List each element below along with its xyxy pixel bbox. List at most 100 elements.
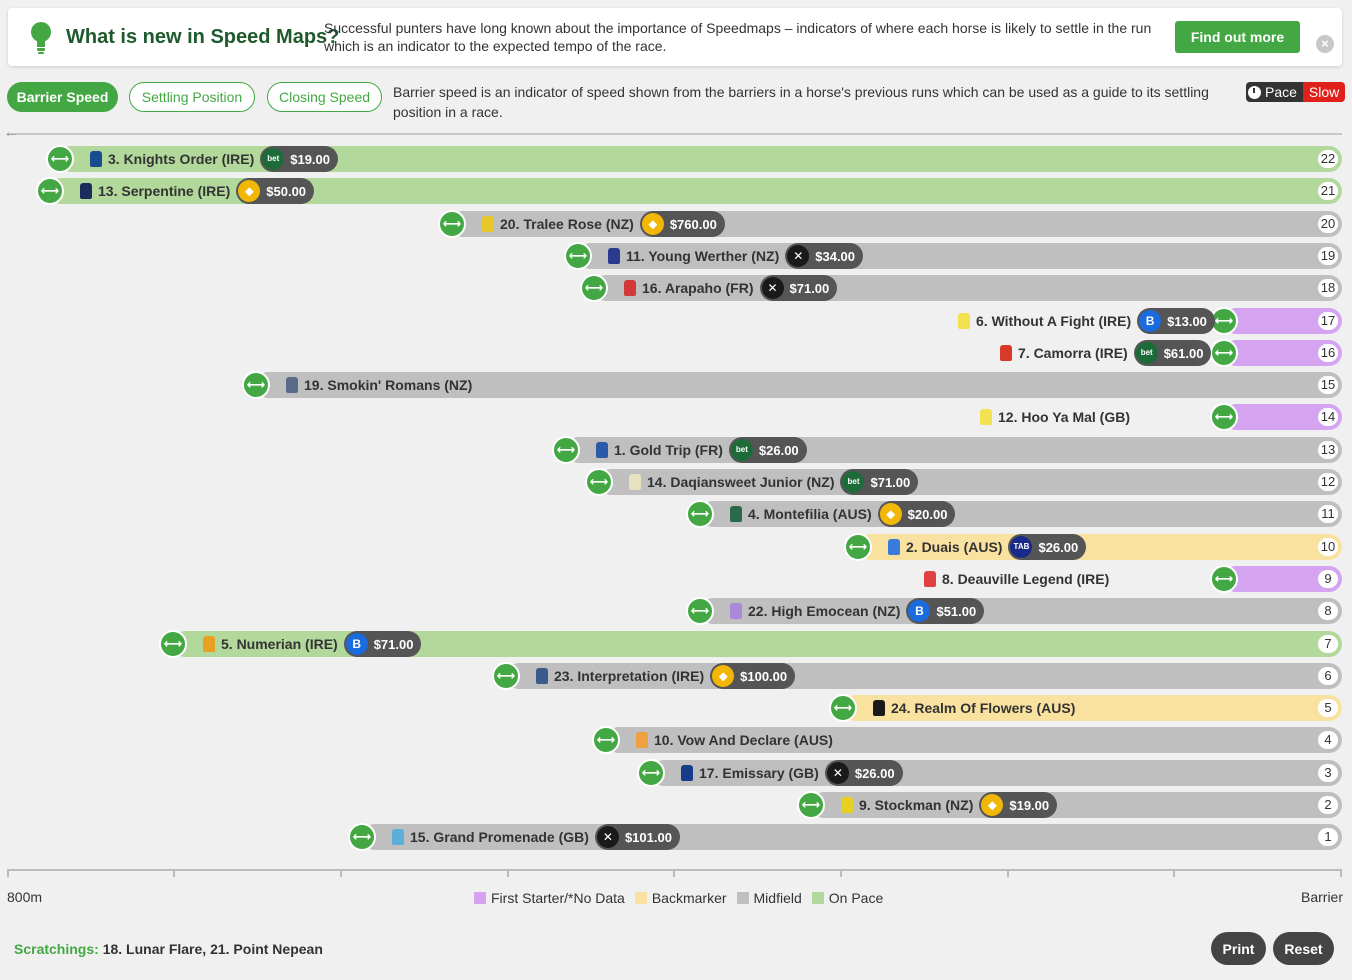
runner-label[interactable]: 4. Montefilia (AUS) ⬥ $20.00 bbox=[730, 501, 956, 527]
runner-label[interactable]: 16. Arapaho (FR) ✕ $71.00 bbox=[624, 275, 838, 301]
runner-label[interactable]: 2. Duais (AUS) TAB $26.00 bbox=[888, 534, 1087, 560]
runner-row: 20 ⟷ 20. Tralee Rose (NZ) ⬥ $760.00 bbox=[0, 210, 1352, 238]
drag-handle-icon[interactable]: ⟷ bbox=[552, 436, 580, 464]
legend-swatch bbox=[634, 892, 647, 904]
runner-label[interactable]: 12. Hoo Ya Mal (GB) bbox=[980, 404, 1130, 430]
drag-handle-icon[interactable]: ⟷ bbox=[592, 726, 620, 754]
odds-button[interactable]: ✕ $26.00 bbox=[824, 760, 903, 786]
odds-button[interactable]: ⬥ $760.00 bbox=[639, 211, 725, 237]
runner-label[interactable]: 24. Realm Of Flowers (AUS) bbox=[873, 695, 1075, 721]
odds-value: $100.00 bbox=[740, 668, 788, 684]
axis-tick bbox=[673, 869, 675, 877]
drag-handle-icon[interactable]: ⟷ bbox=[348, 823, 376, 851]
jockey-silk-icon bbox=[730, 603, 742, 619]
odds-button[interactable]: B $13.00 bbox=[1137, 308, 1215, 334]
runner-row: 19 ⟷ 11. Young Werther (NZ) ✕ $34.00 bbox=[0, 242, 1352, 270]
drag-handle-icon[interactable]: ⟷ bbox=[36, 177, 64, 205]
runner-row: 10 ⟷ 2. Duais (AUS) TAB $26.00 bbox=[0, 533, 1352, 561]
runner-label[interactable]: 11. Young Werther (NZ) ✕ $34.00 bbox=[608, 243, 864, 269]
drag-handle-icon[interactable]: ⟷ bbox=[242, 371, 270, 399]
odds-button[interactable]: bet $19.00 bbox=[260, 146, 338, 172]
barrier-position: 5 bbox=[1318, 699, 1338, 717]
barrier-position: 10 bbox=[1318, 538, 1338, 556]
odds-button[interactable]: ✕ $71.00 bbox=[759, 275, 838, 301]
odds-button[interactable]: B $71.00 bbox=[343, 631, 422, 657]
drag-handle-icon[interactable]: ⟷ bbox=[844, 533, 872, 561]
drag-handle-icon[interactable]: ⟷ bbox=[1210, 403, 1238, 431]
runner-label[interactable]: 1. Gold Trip (FR) bet $26.00 bbox=[596, 437, 807, 463]
drag-handle-icon[interactable]: ⟷ bbox=[1210, 565, 1238, 593]
drag-handle-icon[interactable]: ⟷ bbox=[564, 242, 592, 270]
print-button[interactable]: Print bbox=[1211, 932, 1266, 965]
tab-barrier-speed[interactable]: Barrier Speed bbox=[7, 82, 118, 112]
drag-handle-icon[interactable]: ⟷ bbox=[492, 662, 520, 690]
odds-value: $20.00 bbox=[907, 506, 948, 522]
jockey-silk-icon bbox=[536, 668, 548, 684]
odds-button[interactable]: bet $71.00 bbox=[840, 469, 919, 495]
odds-value: $61.00 bbox=[1163, 345, 1204, 361]
runner-label[interactable]: 8. Deauville Legend (IRE) bbox=[924, 566, 1109, 592]
runner-name: 2. Duais (AUS) bbox=[906, 539, 1003, 555]
drag-handle-icon[interactable]: ⟷ bbox=[46, 145, 74, 173]
drag-handle-icon[interactable]: ⟷ bbox=[585, 468, 613, 496]
runner-label[interactable]: 15. Grand Promenade (GB) ✕ $101.00 bbox=[392, 824, 680, 850]
odds-value: $19.00 bbox=[290, 151, 330, 167]
runner-label[interactable]: 5. Numerian (IRE) B $71.00 bbox=[203, 631, 422, 657]
pace-label-wrap: Pace bbox=[1246, 82, 1303, 102]
runner-name: 10. Vow And Declare (AUS) bbox=[654, 732, 833, 748]
drag-handle-icon[interactable]: ⟷ bbox=[686, 500, 714, 528]
pointsbet-logo-icon: ✕ bbox=[761, 277, 784, 299]
tab-settling-position[interactable]: Settling Position bbox=[129, 82, 255, 112]
bet365-logo-icon: bet bbox=[262, 148, 285, 170]
runner-row: 2 ⟷ 9. Stockman (NZ) ⬥ $19.00 bbox=[0, 791, 1352, 819]
barrier-position: 21 bbox=[1318, 182, 1338, 200]
odds-button[interactable]: ✕ $101.00 bbox=[594, 824, 680, 850]
runner-label[interactable]: 9. Stockman (NZ) ⬥ $19.00 bbox=[841, 792, 1058, 818]
reset-button[interactable]: Reset bbox=[1273, 932, 1334, 965]
odds-button[interactable]: ⬥ $100.00 bbox=[710, 663, 796, 689]
runner-label[interactable]: 3. Knights Order (IRE) bet $19.00 bbox=[90, 146, 338, 172]
drag-handle-icon[interactable]: ⟷ bbox=[686, 597, 714, 625]
runner-label[interactable]: 7. Camorra (IRE) bet $61.00 bbox=[1000, 340, 1212, 366]
runner-label[interactable]: 22. High Emocean (NZ) B $51.00 bbox=[730, 598, 985, 624]
legend-label: Midfield bbox=[753, 890, 802, 906]
runner-label[interactable]: 6. Without A Fight (IRE) B $13.00 bbox=[958, 308, 1215, 334]
odds-button[interactable]: ⬥ $20.00 bbox=[877, 501, 956, 527]
barrier-position: 8 bbox=[1318, 602, 1338, 620]
drag-handle-icon[interactable]: ⟷ bbox=[159, 630, 187, 658]
drag-handle-icon[interactable]: ⟷ bbox=[797, 791, 825, 819]
runner-name: 13. Serpentine (IRE) bbox=[98, 183, 231, 199]
speed-bar bbox=[606, 727, 1342, 753]
drag-handle-icon[interactable]: ⟷ bbox=[1210, 339, 1238, 367]
odds-button[interactable]: bet $26.00 bbox=[728, 437, 807, 463]
sportsbet-logo-icon: ⬥ bbox=[879, 503, 902, 525]
odds-button[interactable]: bet $61.00 bbox=[1133, 340, 1212, 366]
drag-handle-icon[interactable]: ⟷ bbox=[637, 759, 665, 787]
runner-label[interactable]: 14. Daqiansweet Junior (NZ) bet $71.00 bbox=[629, 469, 919, 495]
jockey-silk-icon bbox=[482, 216, 494, 232]
tab-closing-speed[interactable]: Closing Speed bbox=[267, 82, 382, 112]
odds-button[interactable]: ⬥ $19.00 bbox=[979, 792, 1058, 818]
barrier-position: 4 bbox=[1318, 731, 1338, 749]
odds-button[interactable]: TAB $26.00 bbox=[1008, 534, 1087, 560]
legend-swatch bbox=[811, 892, 824, 904]
runner-label[interactable]: 19. Smokin' Romans (NZ) bbox=[286, 372, 472, 398]
runner-label[interactable]: 20. Tralee Rose (NZ) ⬥ $760.00 bbox=[482, 211, 725, 237]
drag-handle-icon[interactable]: ⟷ bbox=[829, 694, 857, 722]
betr-logo-icon: B bbox=[908, 600, 931, 622]
legend-item: On Pace bbox=[811, 890, 883, 906]
runner-label[interactable]: 10. Vow And Declare (AUS) bbox=[636, 727, 833, 753]
jockey-silk-icon bbox=[1000, 345, 1012, 361]
close-icon[interactable]: × bbox=[1316, 35, 1334, 53]
drag-handle-icon[interactable]: ⟷ bbox=[438, 210, 466, 238]
runner-label[interactable]: 17. Emissary (GB) ✕ $26.00 bbox=[681, 760, 903, 786]
odds-button[interactable]: ✕ $34.00 bbox=[785, 243, 864, 269]
odds-button[interactable]: B $51.00 bbox=[906, 598, 985, 624]
runner-label[interactable]: 23. Interpretation (IRE) ⬥ $100.00 bbox=[536, 663, 796, 689]
legend-swatch bbox=[736, 892, 749, 904]
lightbulb-icon bbox=[31, 22, 51, 54]
runner-label[interactable]: 13. Serpentine (IRE) ⬥ $50.00 bbox=[80, 178, 315, 204]
find-out-more-button[interactable]: Find out more bbox=[1175, 21, 1300, 53]
drag-handle-icon[interactable]: ⟷ bbox=[580, 274, 608, 302]
odds-button[interactable]: ⬥ $50.00 bbox=[236, 178, 315, 204]
